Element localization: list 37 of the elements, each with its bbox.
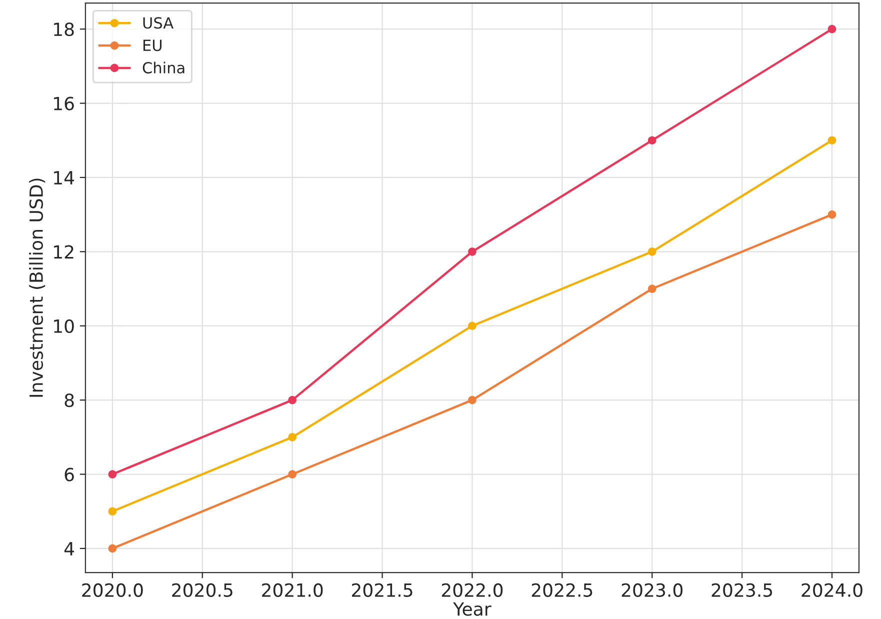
y-tick-label: 4 xyxy=(64,542,74,556)
legend-label: EU xyxy=(143,40,162,52)
x-tick-label: 2021.5 xyxy=(352,583,412,597)
x-tick-label: 2020.5 xyxy=(172,583,232,597)
x-axis-title: Year xyxy=(453,602,492,616)
x-tick-label: 2020.0 xyxy=(82,583,143,597)
y-tick-label: 12 xyxy=(54,245,74,259)
legend-label: China xyxy=(142,62,184,74)
point xyxy=(288,432,296,442)
point xyxy=(468,322,476,330)
y-tick-label: 6 xyxy=(64,468,74,482)
point xyxy=(648,136,656,145)
x-tick-label: 2023.0 xyxy=(622,583,682,597)
y-tick-label: 18 xyxy=(54,22,74,36)
point xyxy=(648,284,656,293)
x-tick-label: 2022.5 xyxy=(532,583,592,597)
y-tick-label: 14 xyxy=(54,171,74,184)
x-tick-label: 2021.0 xyxy=(262,583,323,597)
point xyxy=(468,247,476,256)
point xyxy=(108,507,117,516)
point xyxy=(468,396,476,404)
x-tick-label: 2022.0 xyxy=(442,583,503,597)
y-tick-label: 16 xyxy=(54,96,74,110)
point xyxy=(288,470,296,478)
x-tick-label: 2023.5 xyxy=(712,583,772,597)
y-axis-title: Investment (Billion USD) xyxy=(29,178,46,397)
y-tick-label: 8 xyxy=(64,394,74,408)
point xyxy=(108,470,117,478)
point xyxy=(828,136,836,145)
point xyxy=(648,247,656,256)
point xyxy=(288,396,296,404)
point xyxy=(108,544,117,553)
legend-label: USA xyxy=(143,17,174,29)
y-tick-label: 10 xyxy=(54,319,74,333)
point xyxy=(828,24,836,34)
x-tick-label: 2024.0 xyxy=(802,583,862,597)
point xyxy=(828,210,836,219)
